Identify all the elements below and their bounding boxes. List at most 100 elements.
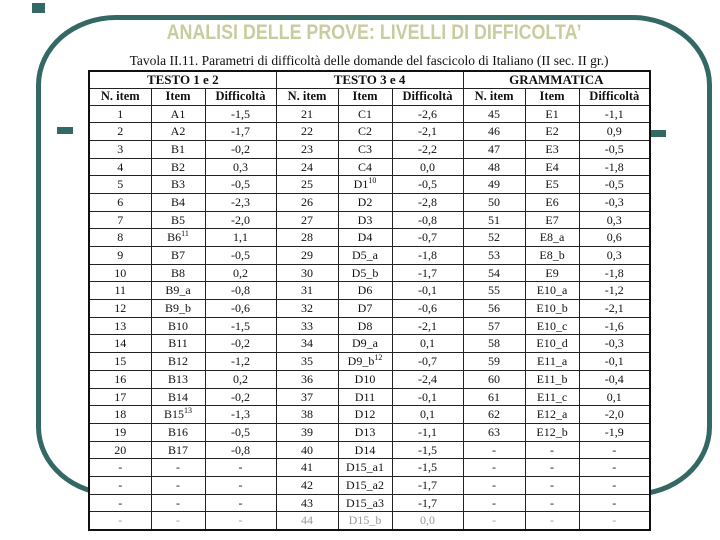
table-cell: 42 (275, 475, 339, 495)
table-cell: B10 (150, 316, 206, 336)
footnote-superscript: 13 (184, 406, 192, 416)
table-row: 19 B16 -0,5 39 D13 -1,1 63 E12_b -1,9 (88, 422, 651, 442)
column-header: Difficoltà (391, 87, 464, 106)
table-cell: -1,8 (578, 157, 651, 177)
table-cell: 9 (88, 246, 152, 265)
table-cell: 15 (88, 352, 152, 371)
table-cell: 0,9 (578, 122, 651, 141)
slide-title: ANALISI DELLE PROVE: LIVELLI DI DIFFICOL… (36, 21, 712, 45)
table-cell: 0,6 (578, 228, 651, 247)
table-cell: - (204, 493, 277, 513)
table-cell: -0,1 (391, 387, 464, 407)
table-cell: B16 (150, 422, 206, 442)
table-cell: 16 (88, 369, 152, 389)
table-cell: 12 (88, 299, 152, 318)
table-cell: E6 (524, 192, 580, 212)
table-cell: D4 (337, 228, 393, 247)
group-header: TESTO 1 e 2 (88, 70, 277, 89)
table-cell: -1,1 (391, 422, 464, 442)
table-row: 6 B4 -2,3 26 D2 -2,8 50 E6 -0,3 (88, 192, 651, 212)
group-header: TESTO 3 e 4 (275, 70, 464, 89)
table-cell: 61 (462, 387, 526, 407)
column-header: Item (337, 87, 393, 106)
table-cell: 59 (462, 352, 526, 371)
table-cell: -1,2 (204, 352, 277, 371)
table-cell: B1 (150, 139, 206, 159)
table-cell: 52 (462, 228, 526, 247)
table-cell: -2,1 (391, 316, 464, 336)
table-cell: 23 (275, 139, 339, 159)
table-cell: -0,2 (204, 334, 277, 354)
table-cell: 0,0 (391, 511, 464, 530)
difficulty-table: TESTO 1 e 2 TESTO 3 e 4 GRAMMATICA N. item I… (88, 70, 652, 531)
table-row: 2 A2 -1,7 22 C2 -2,1 46 E2 0,9 (88, 122, 651, 141)
table-row: 14 B11 -0,2 34 D9_a 0,1 58 E10_d -0,3 (88, 334, 651, 354)
table-cell: 2 (88, 122, 152, 141)
table-cell: 0,1 (578, 387, 651, 407)
table-cell: - (462, 475, 526, 495)
table-cell: E11_b (524, 369, 580, 389)
table-cell: E8_b (524, 246, 580, 265)
table-row: 1 A1 -1,5 21 C1 -2,6 45 E1 -1,1 (88, 104, 651, 124)
table-cell: 18 (88, 405, 152, 424)
left-accent-dash (57, 127, 73, 134)
table-cell: B611 (150, 228, 206, 247)
table-cell: -0,8 (204, 440, 277, 460)
table-cell: D10 (337, 369, 393, 389)
table-cell: 37 (275, 387, 339, 407)
table-cell: - (462, 511, 526, 530)
table-cell: -1,5 (204, 316, 277, 336)
table-cell: C1 (337, 104, 393, 124)
table-cell: - (524, 458, 580, 477)
table-cell: -0,2 (204, 387, 277, 407)
table-cell: -0,5 (204, 422, 277, 442)
table-cell: 35 (275, 352, 339, 371)
table-cell: -0,6 (204, 299, 277, 318)
table-row: 13 B10 -1,5 33 D8 -2,1 57 E10_c -1,6 (88, 316, 651, 336)
table-cell: 1,1 (204, 228, 277, 247)
table-cell: 40 (275, 440, 339, 460)
table-cell: -1,5 (391, 458, 464, 477)
table-cell: 48 (462, 157, 526, 177)
table-cell: 38 (275, 405, 339, 424)
table-row: 3 B1 -0,2 23 C3 -2,2 47 E3 -0,5 (88, 139, 651, 159)
table-cell: 0,2 (204, 263, 277, 283)
table-cell: E3 (524, 139, 580, 159)
table-cell: -1,1 (578, 104, 651, 124)
table-cell: -2,1 (391, 122, 464, 141)
table-cell: 25 (275, 175, 339, 194)
footnote-superscript: 12 (374, 353, 383, 363)
table-cell: - (204, 458, 277, 477)
table-cell: 0,3 (578, 210, 651, 230)
table-cell: E2 (524, 122, 580, 141)
table-cell: - (524, 440, 580, 460)
table-cell: 44 (275, 511, 339, 530)
table-cell: 28 (275, 228, 339, 247)
table-row: 16 B13 0,2 36 D10 -2,4 60 E11_b -0,4 (88, 369, 651, 389)
table-cell: - (578, 475, 651, 495)
table-cell: -0,5 (578, 139, 651, 159)
table-cell: - (204, 511, 277, 530)
table-cell: -0,8 (391, 210, 464, 230)
table-cell: E10_d (524, 334, 580, 354)
table-cell: 53 (462, 246, 526, 265)
table-cell: D11 (337, 387, 393, 407)
table-cell: -1,5 (204, 104, 277, 124)
table-cell: -0,1 (578, 352, 651, 371)
group-header: GRAMMATICA (462, 70, 651, 89)
table-row: 7 B5 -2,0 27 D3 -0,8 51 E7 0,3 (88, 210, 651, 230)
table-cell: B12 (150, 352, 206, 371)
table-cell: -2,0 (578, 405, 651, 424)
table-cell: 0,3 (578, 246, 651, 265)
table-cell: D15_b (337, 511, 393, 530)
table-cell: 27 (275, 210, 339, 230)
table-cell: -0,6 (391, 299, 464, 318)
table-cell: - (462, 493, 526, 513)
table-cell: 39 (275, 422, 339, 442)
table-cell: -0,5 (204, 175, 277, 194)
table-cell: -0,3 (578, 334, 651, 354)
table-cell: 11 (88, 281, 152, 301)
table-cell: 32 (275, 299, 339, 318)
table-cell: D5_a (337, 246, 393, 265)
table-row: 9 B7 -0,5 29 D5_a -1,8 53 E8_b 0,3 (88, 246, 651, 265)
